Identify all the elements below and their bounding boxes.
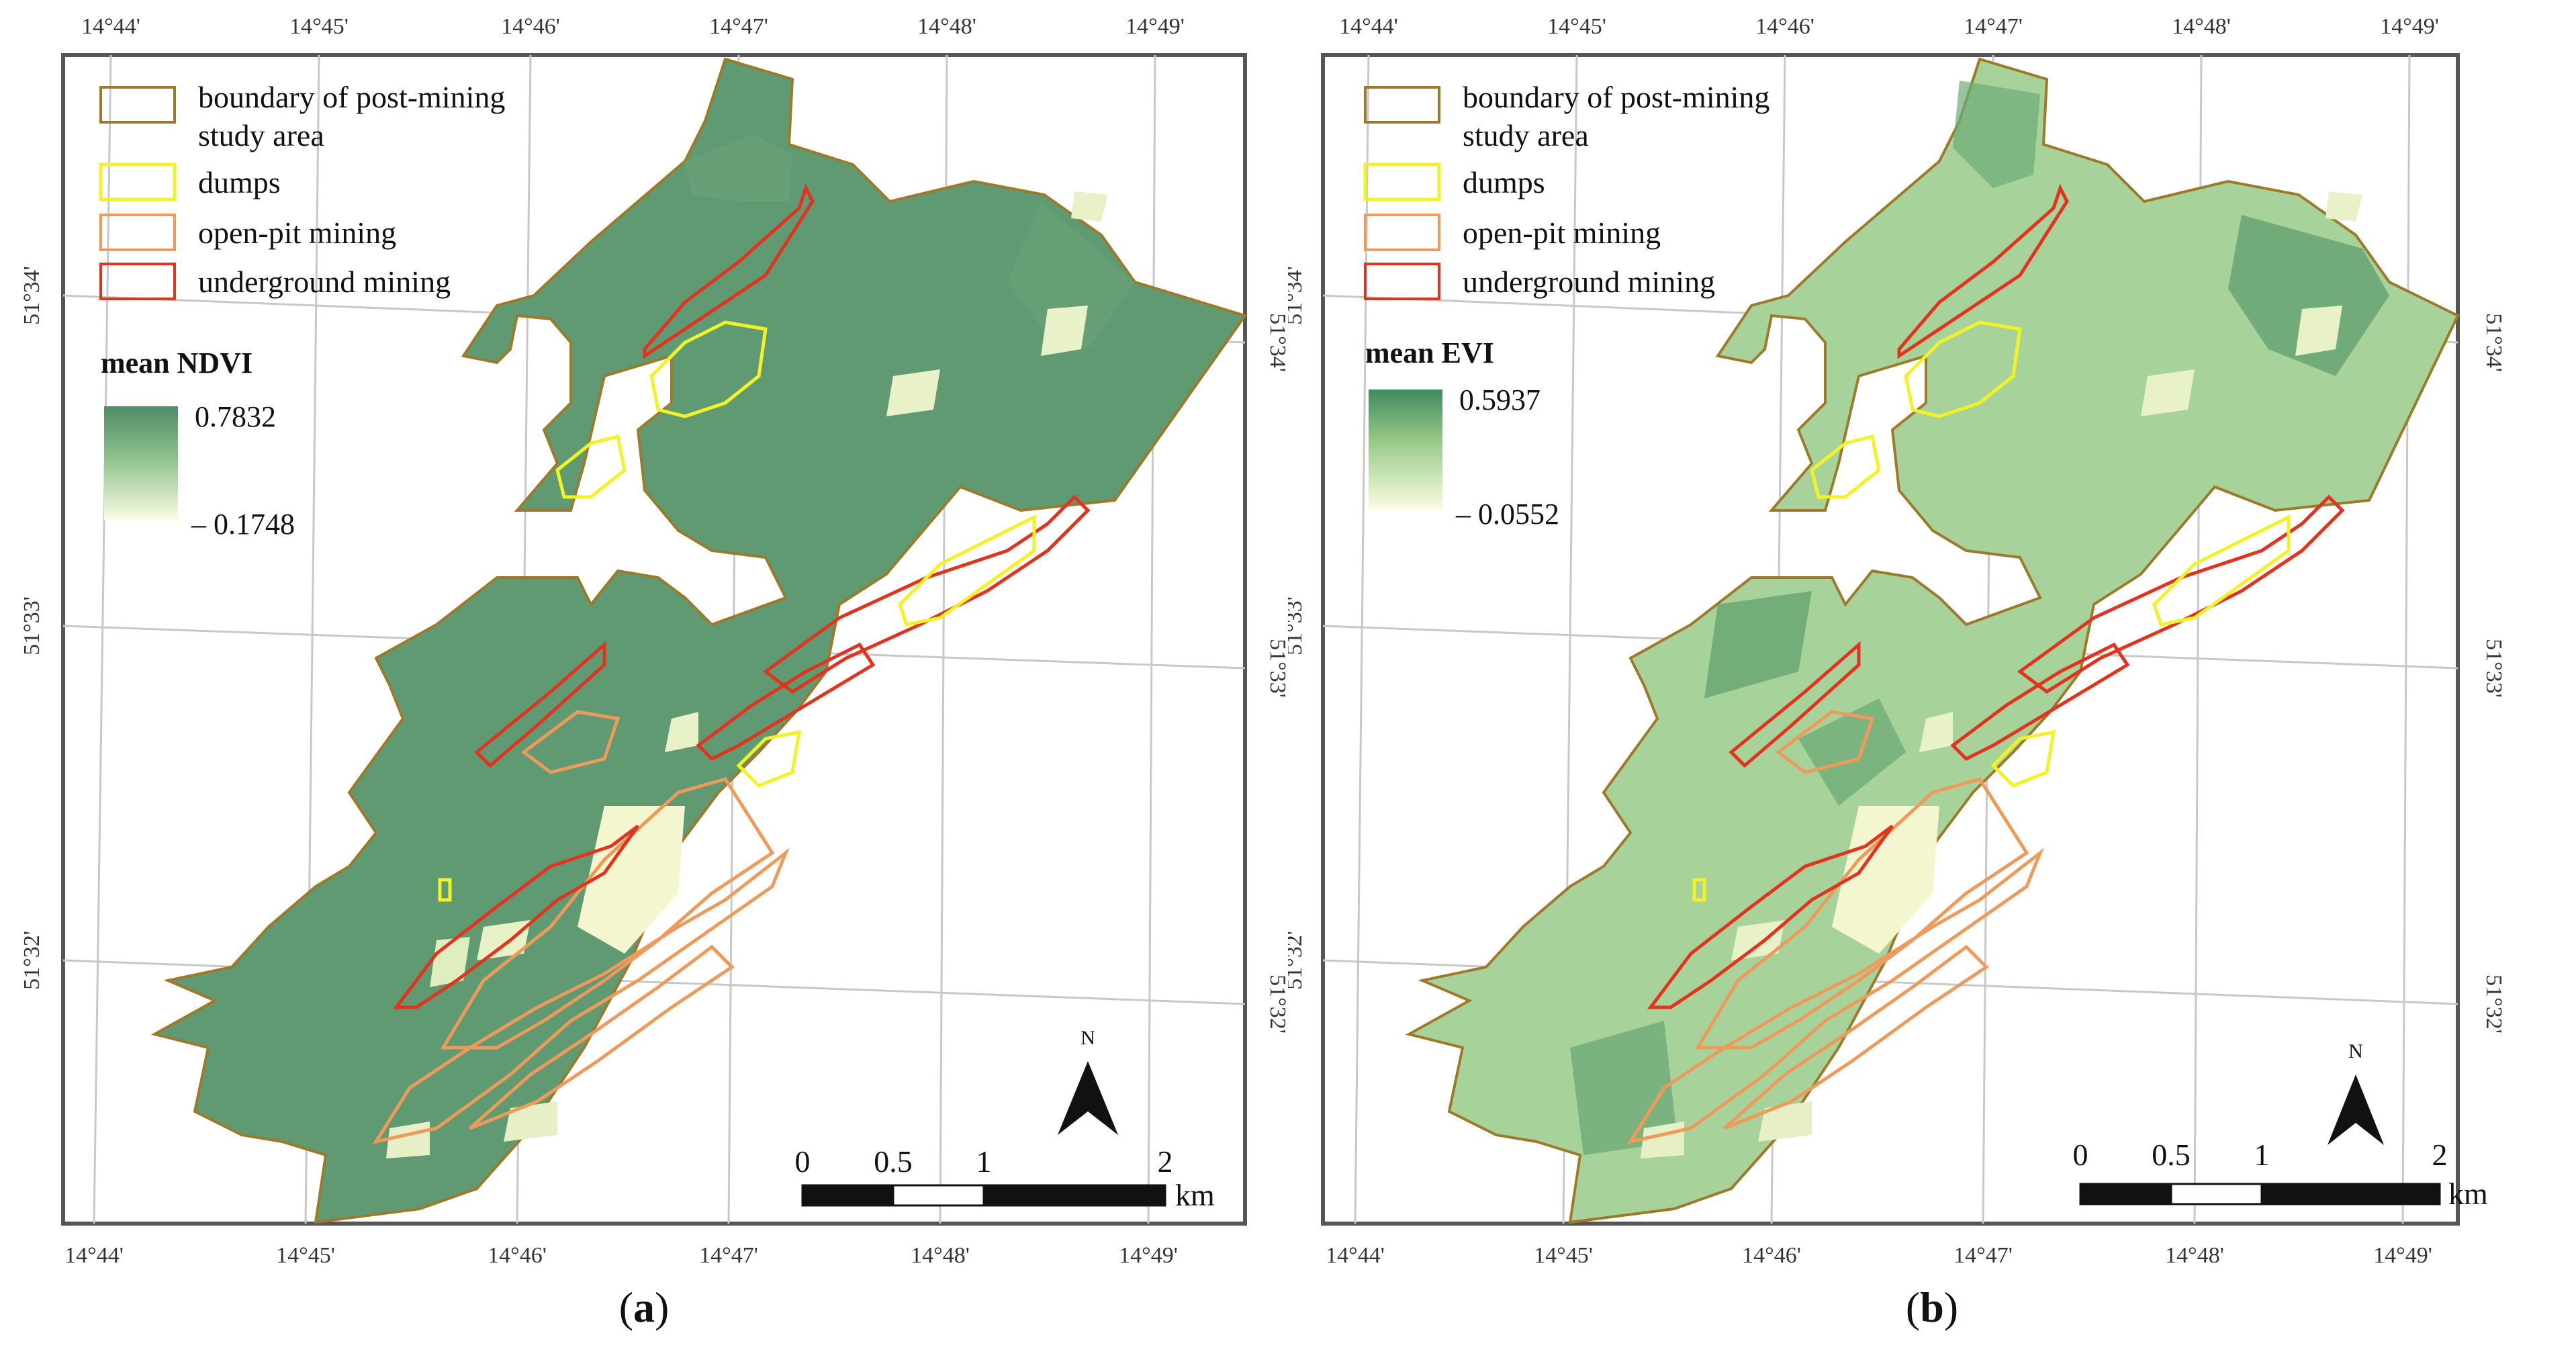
legend-swatch-open-pit xyxy=(1364,214,1440,251)
north-arrow-icon xyxy=(2328,1075,2384,1145)
lon-top-3: 14°46' xyxy=(1755,14,1814,39)
lon-top-5: 14°48' xyxy=(2172,14,2231,39)
study-area xyxy=(150,57,1248,1224)
lon-bottom-6: 14°49' xyxy=(1119,1243,1178,1268)
scale-label-2: 2 xyxy=(2432,1138,2448,1172)
legend-dumps: dumps xyxy=(198,165,281,199)
scale-label-05: 0.5 xyxy=(874,1144,913,1179)
legend-boundary-line1: boundary of post-mining xyxy=(1463,80,1769,114)
coordinate-labels: 14°44' 14°45' 14°46' 14°47' 14°48' 14°49… xyxy=(1288,14,2506,1268)
lat-right-1: 51°34' xyxy=(2481,313,2506,372)
ramp-title: mean EVI xyxy=(1365,336,1494,369)
lon-top-2: 14°45' xyxy=(1547,14,1606,39)
legend-swatch-dumps xyxy=(99,163,177,201)
ramp-min: – 0.0552 xyxy=(1455,498,1559,531)
scale-unit: km xyxy=(2448,1177,2488,1211)
lon-bottom-2: 14°45' xyxy=(1534,1243,1593,1268)
legend-dumps: dumps xyxy=(1463,165,1545,199)
scale-label-0: 0 xyxy=(2073,1138,2088,1172)
lat-right-1: 51°34' xyxy=(1265,313,1288,372)
scale-label-0: 0 xyxy=(795,1144,811,1179)
legend-swatch-boundary xyxy=(99,86,176,124)
coordinate-labels: 14°44' 14°45' 14°46' 14°47' 14°48' 14°49… xyxy=(19,14,1288,1268)
scale-bar: 0 0.5 1 2 km xyxy=(795,1144,1215,1212)
lat-left-1: 51°34' xyxy=(19,266,44,325)
lat-right-2: 51°33' xyxy=(1265,639,1288,698)
lon-top-4: 14°47' xyxy=(1964,14,2023,39)
lon-bottom-4: 14°47' xyxy=(1953,1243,2013,1268)
lon-top-6: 14°49' xyxy=(1125,14,1185,39)
scale-label-1: 1 xyxy=(976,1144,992,1179)
study-area-polygon xyxy=(1405,57,2460,1224)
legend-underground: underground mining xyxy=(198,265,451,299)
north-arrow: N xyxy=(2328,1040,2384,1145)
lon-bottom-3: 14°46' xyxy=(488,1243,547,1268)
lon-bottom-5: 14°48' xyxy=(911,1243,970,1268)
legend-open-pit: open-pit mining xyxy=(1463,216,1661,250)
lon-bottom-1: 14°44' xyxy=(64,1243,124,1268)
map-panel-a: 14°44' 14°45' 14°46' 14°47' 14°48' 14°49… xyxy=(19,14,1288,1331)
study-area xyxy=(1405,57,2460,1224)
open-pit-outlines xyxy=(372,710,790,1144)
ramp-gradient xyxy=(104,406,178,520)
lon-top-6: 14°49' xyxy=(2380,14,2439,39)
panel-label-a: (a) xyxy=(618,1283,670,1331)
legend-boundary-line1: boundary of post-mining xyxy=(198,80,505,114)
lon-bottom-2: 14°45' xyxy=(276,1243,335,1268)
north-arrow-icon xyxy=(1058,1061,1118,1135)
lon-top-5: 14°48' xyxy=(917,14,976,39)
map-panel-b: 14°44' 14°45' 14°46' 14°47' 14°48' 14°49… xyxy=(1288,0,2576,1370)
lon-bottom-5: 14°48' xyxy=(2165,1243,2224,1268)
lat-left-1: 51°34' xyxy=(1288,266,1307,325)
open-pit-outlines xyxy=(1626,710,2044,1144)
north-label: N xyxy=(2348,1040,2363,1062)
legend-swatch-underground xyxy=(1364,263,1440,300)
dumps-outlines xyxy=(438,320,1036,902)
legend-underground: underground mining xyxy=(1463,265,1715,299)
legend-swatch-dumps xyxy=(1363,163,1441,201)
lon-top-1: 14°44' xyxy=(1339,14,1398,39)
lon-bottom-6: 14°49' xyxy=(2373,1243,2432,1268)
dumps-outlines xyxy=(1692,320,2291,902)
lat-right-3: 51°32' xyxy=(1265,974,1288,1034)
lat-left-2: 51°33' xyxy=(19,596,44,655)
ramp-min: – 0.1748 xyxy=(191,508,295,541)
ramp-max: 0.5937 xyxy=(1459,383,1540,416)
ramp-max: 0.7832 xyxy=(195,400,276,433)
lat-left-2: 51°33' xyxy=(1288,596,1307,655)
north-arrow: N xyxy=(1058,1027,1118,1135)
legend-open-pit: open-pit mining xyxy=(198,216,396,250)
lat-right-3: 51°32' xyxy=(2481,974,2506,1034)
lon-top-2: 14°45' xyxy=(289,14,349,39)
lon-bottom-1: 14°44' xyxy=(1326,1243,1385,1268)
legend-swatch-underground xyxy=(99,263,176,300)
ndvi-map: 14°44' 14°45' 14°46' 14°47' 14°48' 14°49… xyxy=(19,14,1288,1268)
scale-unit: km xyxy=(1175,1178,1215,1212)
scale-label-05: 0.5 xyxy=(2152,1138,2191,1172)
lon-bottom-4: 14°47' xyxy=(699,1243,758,1268)
legend: boundary of post-mining study area dumps… xyxy=(1363,80,1769,531)
study-area-polygon xyxy=(150,57,1248,1224)
lat-left-3: 51°32' xyxy=(19,931,44,990)
legend: boundary of post-mining study area dumps… xyxy=(99,80,505,541)
legend-boundary-line2: study area xyxy=(198,118,324,152)
scale-bar: 0 0.5 1 2 km xyxy=(2073,1138,2489,1211)
lon-top-4: 14°47' xyxy=(709,14,768,39)
lat-left-3: 51°32' xyxy=(1288,931,1307,990)
lon-bottom-3: 14°46' xyxy=(1742,1243,1801,1268)
ramp-gradient xyxy=(1369,390,1442,510)
lon-top-3: 14°46' xyxy=(501,14,560,39)
legend-swatch-open-pit xyxy=(99,214,176,251)
lat-right-2: 51°33' xyxy=(2481,639,2506,698)
scale-label-1: 1 xyxy=(2254,1138,2270,1172)
north-label: N xyxy=(1080,1027,1095,1049)
legend-boundary-line2: study area xyxy=(1463,118,1589,152)
evi-map: 14°44' 14°45' 14°46' 14°47' 14°48' 14°49… xyxy=(1288,14,2506,1268)
scale-label-2: 2 xyxy=(1158,1144,1173,1179)
legend-swatch-boundary xyxy=(1364,86,1440,124)
panel-label-b: (b) xyxy=(1905,1283,1959,1331)
lon-top-1: 14°44' xyxy=(81,14,140,39)
ramp-title: mean NDVI xyxy=(101,347,252,379)
